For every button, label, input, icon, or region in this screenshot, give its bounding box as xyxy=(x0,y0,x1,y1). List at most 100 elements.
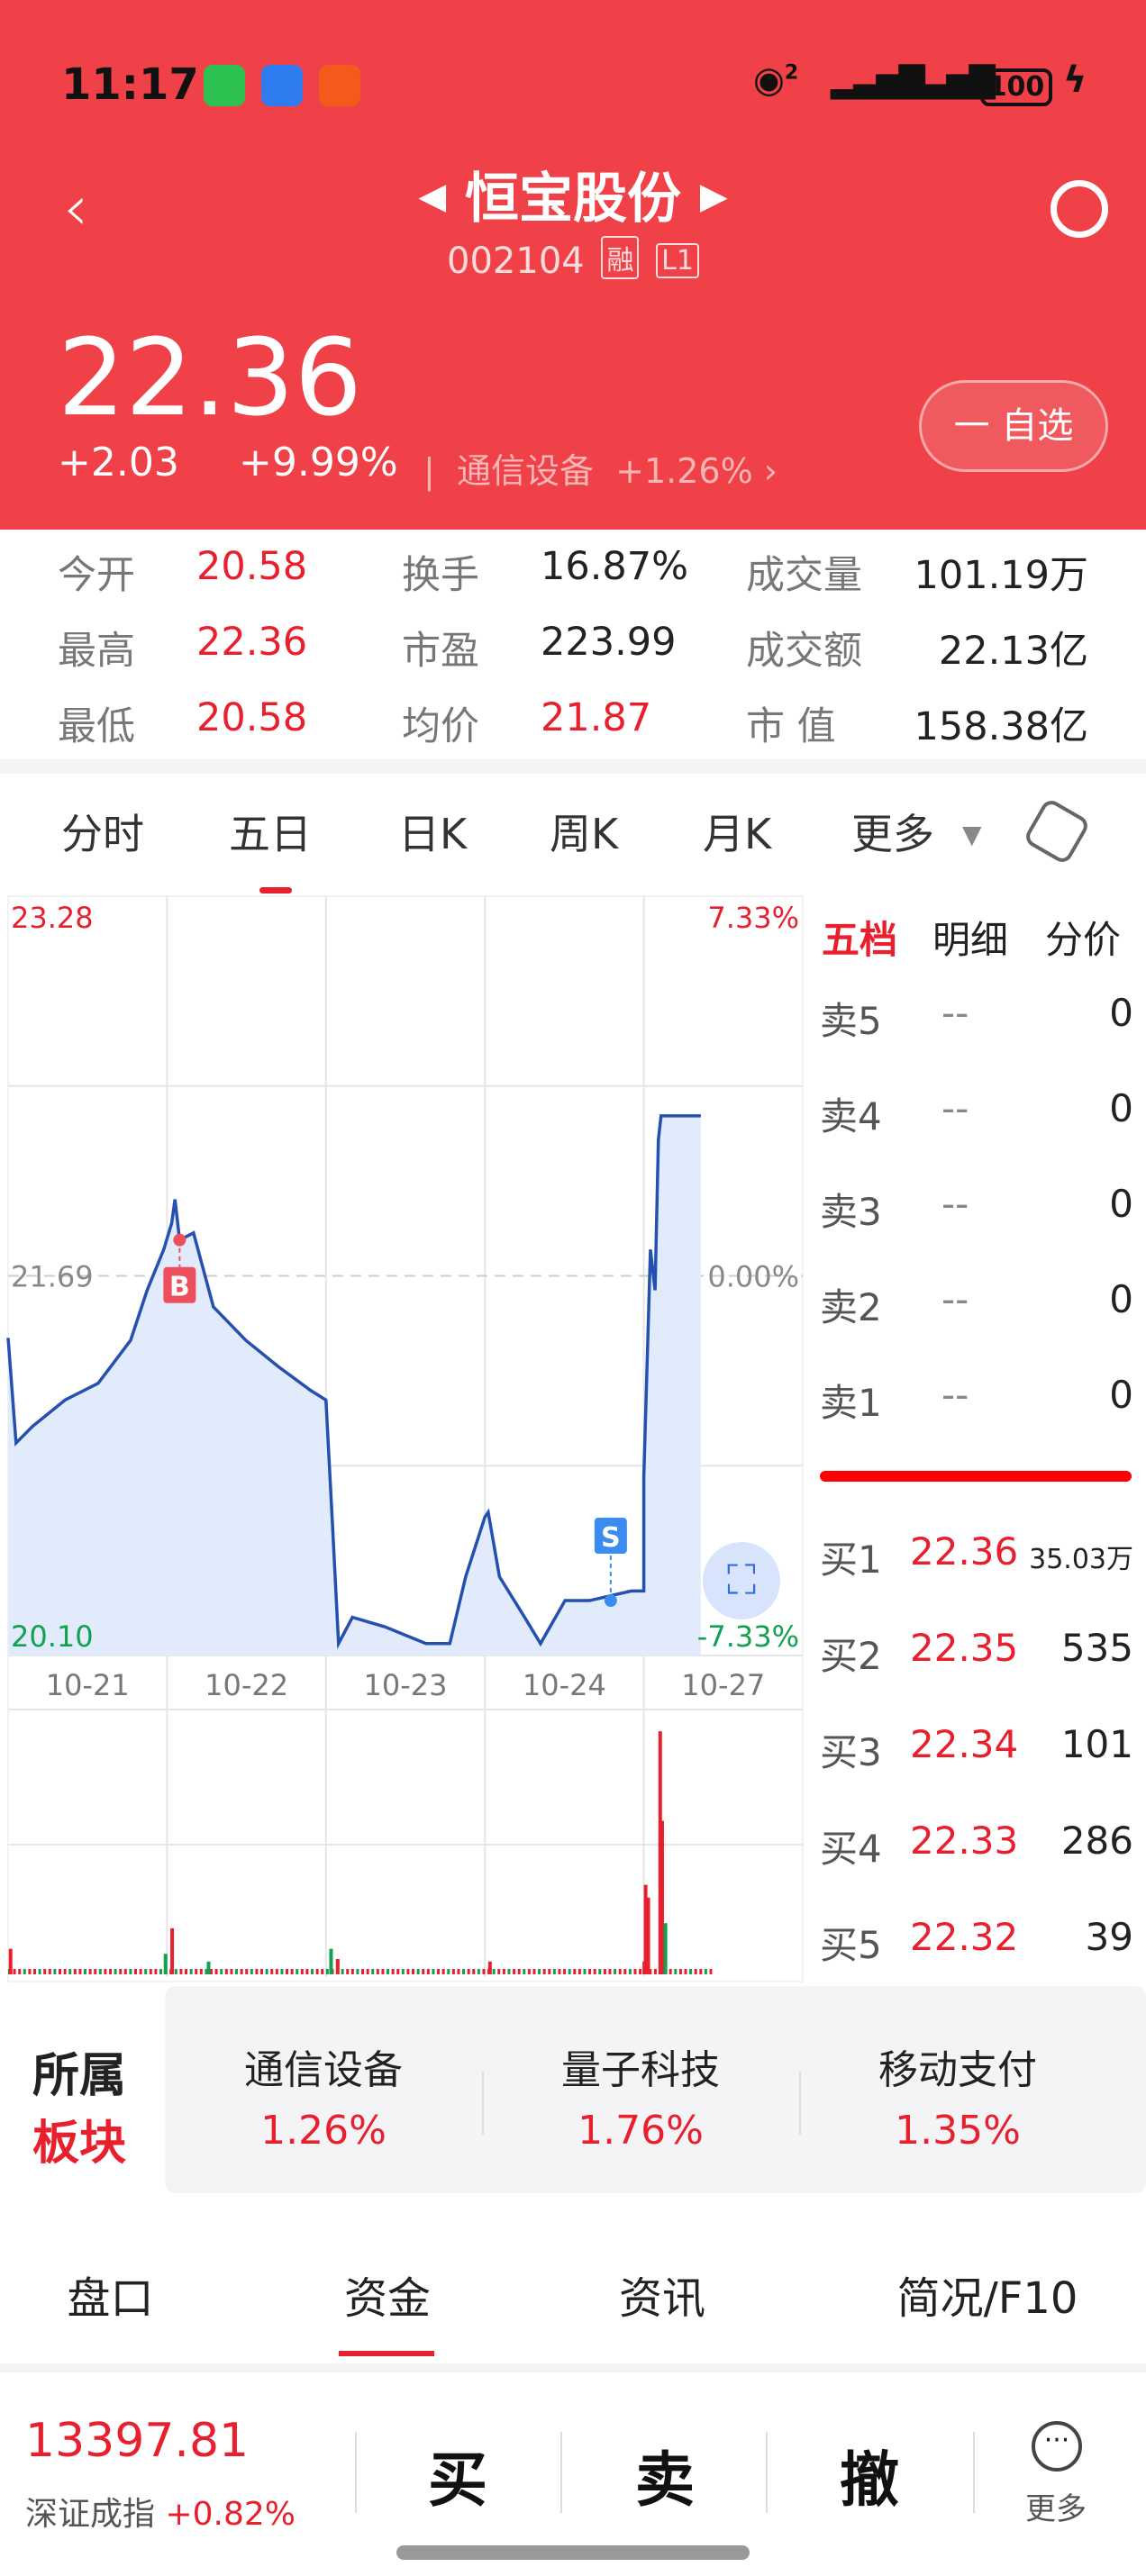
active-tab-indicator xyxy=(339,2351,434,2356)
tab-chart-1[interactable]: 五日 xyxy=(229,810,312,858)
fullscreen-button[interactable]: ⛶ xyxy=(703,1542,780,1619)
volume-bar xyxy=(437,1969,441,1974)
search-icon[interactable] xyxy=(1050,180,1108,238)
tab-bottom-2[interactable]: 资讯 xyxy=(618,2273,705,2324)
volume-bar xyxy=(391,1969,395,1974)
level-tag: L1 xyxy=(656,243,699,278)
volume-bar xyxy=(230,1969,233,1974)
app-notification-icon xyxy=(319,65,360,106)
watchlist-button[interactable]: 一 自选 xyxy=(919,380,1108,472)
sector-title: 所属 板块 xyxy=(32,2049,127,2171)
volume-bar xyxy=(275,1969,278,1974)
sell-button[interactable]: 卖 xyxy=(635,2445,695,2515)
next-stock-button[interactable]: ▶ xyxy=(699,176,728,217)
volume-bar xyxy=(412,1969,415,1974)
dropdown-icon[interactable]: ▼ xyxy=(962,820,982,849)
volume-bar xyxy=(195,1969,198,1974)
volume-bar xyxy=(451,1969,455,1974)
volume-bar xyxy=(199,1969,203,1974)
tab-bottom-3[interactable]: 简况/F10 xyxy=(896,2273,1078,2324)
volume-bar xyxy=(542,1969,546,1974)
volume-bar xyxy=(185,1969,188,1974)
charging-icon: ϟ xyxy=(1063,59,1087,101)
more-icon[interactable]: ··· xyxy=(1032,2421,1082,2472)
sector-name[interactable]: 量子科技 xyxy=(561,2047,720,2093)
volume-bar xyxy=(381,1969,385,1974)
sector-pct[interactable]: 1.26% xyxy=(260,2108,387,2154)
volume-bar xyxy=(477,1969,480,1974)
tab-orderbook-2[interactable]: 分价 xyxy=(1045,918,1122,962)
volume-bar xyxy=(704,1969,707,1974)
tab-bottom-1[interactable]: 资金 xyxy=(343,2273,431,2324)
sector-link[interactable]: | 通信设备 +1.26% › xyxy=(423,451,778,491)
y-label-bottom: 20.10 xyxy=(11,1619,94,1654)
divider xyxy=(0,2363,1146,2372)
buy-button[interactable]: 买 xyxy=(428,2445,487,2515)
trade-marker-b xyxy=(163,1266,196,1303)
volume-bar xyxy=(608,1969,612,1974)
tab-orderbook-0[interactable]: 五档 xyxy=(822,918,898,962)
stat-value: 20.58 xyxy=(196,544,308,589)
sector-pct[interactable]: 1.35% xyxy=(895,2108,1021,2154)
home-indicator[interactable] xyxy=(396,2545,750,2560)
volume-bar xyxy=(104,1969,107,1974)
tab-chart-4[interactable]: 月K xyxy=(703,810,772,858)
ask-volume: 0 xyxy=(1109,1086,1133,1130)
tab-chart-5[interactable]: 更多 xyxy=(851,810,934,858)
volume-bar xyxy=(84,1969,87,1974)
mail-icon xyxy=(261,65,303,106)
index-value[interactable]: 13397.81 xyxy=(25,2414,250,2468)
volume-bar xyxy=(527,1969,531,1974)
tab-chart-3[interactable]: 周K xyxy=(550,810,619,858)
stock-code-row: 002104 融 L1 xyxy=(0,236,1146,282)
volume-bar xyxy=(457,1969,460,1974)
volume-bar xyxy=(335,1958,340,1974)
stat-value: 22.36 xyxy=(196,620,308,665)
cancel-order-button[interactable]: 撤 xyxy=(840,2445,899,2515)
volume-bar xyxy=(658,1731,662,1974)
five-day-chart[interactable]: B S 23.28 21.69 20.10 7.33% 0.00% -7.33% 10-21 10… xyxy=(0,892,804,1983)
active-tab-indicator xyxy=(259,887,292,893)
volume-bar xyxy=(28,1969,32,1974)
back-button[interactable]: ‹ xyxy=(63,171,88,245)
volume-bar xyxy=(663,1923,668,1974)
prev-stock-button[interactable]: ◀ xyxy=(418,176,447,217)
volume-bar xyxy=(315,1969,319,1974)
volume-bar xyxy=(220,1969,223,1974)
volume-bar xyxy=(139,1969,142,1974)
volume-bar xyxy=(240,1969,243,1974)
sector-name[interactable]: 移动支付 xyxy=(878,2047,1037,2093)
volume-bar xyxy=(265,1969,268,1974)
book-divider xyxy=(820,1471,1132,1482)
sector-pct[interactable]: 1.76% xyxy=(578,2108,704,2154)
volume-bar xyxy=(43,1969,47,1974)
settings-icon[interactable] xyxy=(1022,796,1092,866)
tab-chart-2[interactable]: 日K xyxy=(398,810,468,858)
stat-label: 今开 xyxy=(58,553,135,598)
volume-bar xyxy=(482,1969,486,1974)
stat-value: 223.99 xyxy=(541,620,677,665)
trade-marker-s xyxy=(594,1518,627,1555)
index-name[interactable]: 深证成指 +0.82% xyxy=(25,2496,296,2533)
volume-bar xyxy=(270,1969,274,1974)
volume-bar xyxy=(119,1969,123,1974)
volume-bar xyxy=(401,1969,405,1974)
bid-volume: 286 xyxy=(1060,1819,1133,1863)
more-label[interactable]: 更多 xyxy=(1025,2491,1087,2527)
bid-volume: 35.03万 xyxy=(1029,1544,1133,1575)
volume-bar xyxy=(78,1969,82,1974)
ask-price: -- xyxy=(941,1182,969,1226)
tab-orderbook-1[interactable]: 明细 xyxy=(932,918,1009,962)
tab-chart-0[interactable]: 分时 xyxy=(61,810,144,858)
ask-volume: 0 xyxy=(1109,1373,1133,1417)
stat-label: 换手 xyxy=(402,553,479,598)
price-change: +2.03 xyxy=(58,440,179,485)
stat-value: 16.87% xyxy=(541,544,688,589)
ask-label: 卖5 xyxy=(820,999,882,1043)
volume-bar xyxy=(659,1820,664,1974)
signal-icon: ▂▃▅▇ xyxy=(831,59,925,99)
volume-bar xyxy=(598,1969,602,1974)
volume-bar xyxy=(170,1927,175,1974)
sector-name[interactable]: 通信设备 xyxy=(244,2047,403,2093)
tab-bottom-0[interactable]: 盘口 xyxy=(67,2273,154,2324)
